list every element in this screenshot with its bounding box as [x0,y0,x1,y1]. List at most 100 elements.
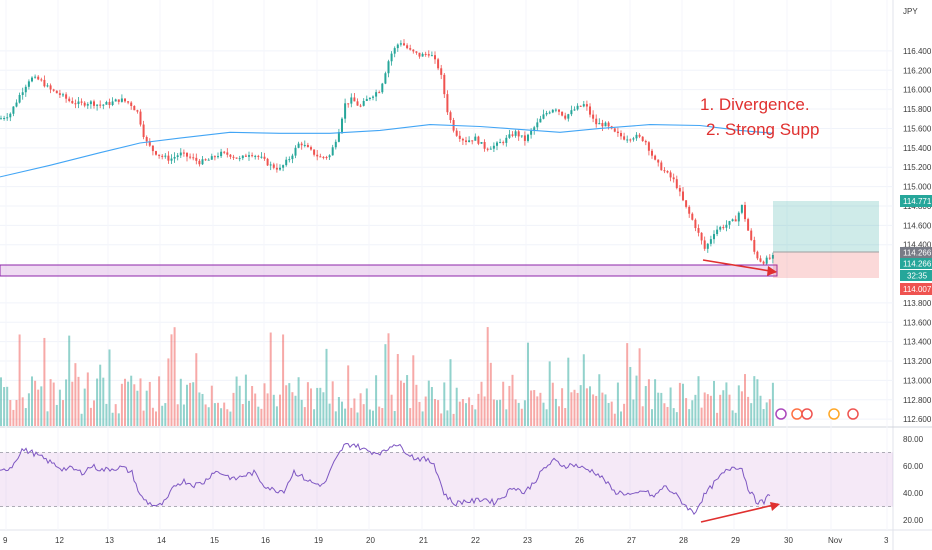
event-icon[interactable] [801,408,813,420]
badge-text: 114.266 [903,260,932,269]
candle-body [672,177,675,180]
badge-bg [900,270,932,281]
candle-body [505,137,508,143]
volume-bar [461,399,464,426]
candle-body [539,118,542,123]
volume-bar [300,399,303,426]
volume-bar [182,404,185,426]
volume-bar [682,383,684,426]
candle-body [300,143,303,146]
time-tick-label: Nov [828,536,842,545]
volume-bar [220,408,223,426]
candle-body [223,151,226,153]
position-stop-zone[interactable] [773,252,879,278]
candle-body [18,95,21,103]
volume-bar [564,408,567,426]
volume-bar [762,409,765,426]
candle-body [465,140,467,143]
volume-bar [399,380,402,426]
time-tick-label: 9 [3,536,8,545]
volume-bar [638,348,641,426]
volume-bar [654,379,657,426]
volume-bar [117,413,120,426]
event-icon[interactable] [791,408,803,420]
candle-body [344,103,347,119]
volume-bar [694,394,697,426]
rsi-divergence-arrow[interactable] [700,503,779,523]
candle-body [551,109,554,113]
volume-bar [523,400,526,426]
volume-bar [176,404,179,426]
volume-bar [641,406,644,426]
candle-body [514,131,517,136]
volume-bar [210,385,213,426]
volume-bar [365,388,368,426]
volume-bar [393,411,396,426]
position-target-zone[interactable] [773,201,879,252]
volume-bar [415,384,418,426]
volume-bar [390,394,393,426]
candle-body [313,149,316,155]
candle-body [601,123,604,127]
time-tick-label: 30 [784,536,793,545]
event-icon[interactable] [775,408,787,420]
price-divergence-arrow[interactable] [702,259,777,273]
volume-bar [595,395,598,426]
price-tick-label: 116.200 [903,66,932,75]
volume-bar [551,382,554,426]
candle-body [508,134,511,138]
candle-body [449,112,452,121]
volume-bar [734,412,737,426]
candle-body [548,112,551,114]
candle-body [62,94,64,96]
candle-body [359,105,362,107]
candle-body [666,171,669,173]
support-zone[interactable] [0,264,778,277]
price-tick-label: 112.800 [903,396,932,405]
annotation-strong-support: 2. Strong Supp [706,120,819,139]
volume-bar [71,381,74,426]
volume-bar [737,385,740,426]
event-icon[interactable] [847,408,859,420]
candle-body [229,154,232,157]
volume-bar [229,411,232,426]
candle-body [105,102,108,105]
volume-bar [86,372,89,426]
candle-body [722,227,725,229]
candle-body [579,105,582,107]
candle-body [595,118,598,125]
volume-bar [93,400,95,426]
volume-bar [164,403,167,426]
candle-body [517,131,520,137]
event-icon[interactable] [828,408,840,420]
volume-bar [248,400,250,426]
candle-body [217,156,219,158]
volume-bar [660,392,663,426]
rsi-arrow-head [770,502,780,511]
candle-body [136,110,139,112]
candle-body [378,92,381,94]
volume-bar [21,397,24,426]
volume-bar [15,399,18,426]
volume-bar [353,398,356,426]
time-tick-label: 3 [884,536,889,545]
volume-bar [765,402,768,426]
volume-bar [58,389,61,426]
candle-body [52,89,55,91]
volume-bar [685,398,688,426]
volume-bar [136,390,139,426]
candle-body [564,115,567,119]
candle-body [561,111,564,116]
event-icons[interactable] [775,408,859,420]
candle-body [341,118,343,132]
candle-body [750,230,753,240]
volume-bar [613,413,616,426]
volume-bar [316,387,319,426]
badge-bg [900,247,932,258]
candle-body [99,104,102,106]
volume-bar [579,385,582,426]
volume-bar [576,392,579,426]
candle-body [297,143,300,148]
candle-body [279,167,281,170]
